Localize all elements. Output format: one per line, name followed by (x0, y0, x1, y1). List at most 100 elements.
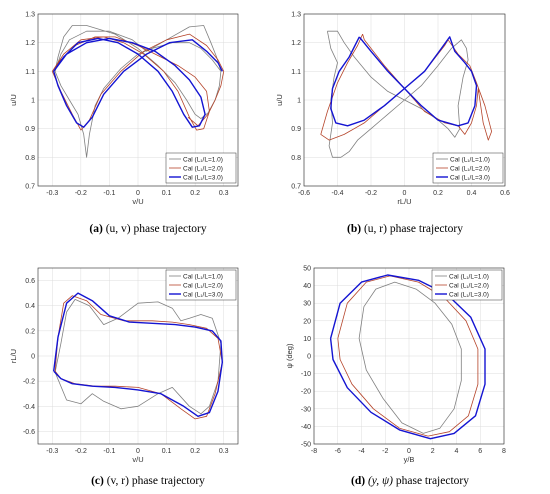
x-tick-label: 4 (455, 448, 459, 455)
x-tick-label: 2 (431, 448, 435, 455)
chart-vr: -0.3 -0.2 -0.1 0 0.1 0.2 0.3 -0.6 -0.4 -0.2 0 0.2 0.… (9, 267, 239, 487)
x-tick-label: -0.6 (298, 190, 310, 197)
y-tick-label: -40 (301, 424, 311, 431)
y-tick-label: 10 (303, 336, 311, 343)
y-tick-label: 0.6 (25, 278, 35, 285)
y-tick-label: 0.4 (25, 303, 35, 310)
x-tick-label: -0.3 (46, 190, 58, 197)
x-tick-label: -4 (358, 448, 364, 455)
y-tick-label: -0.6 (23, 429, 35, 436)
x-tick-label: 0.2 (433, 190, 443, 197)
legend-label: Cal (L₁/L=2.0) (450, 165, 490, 172)
x-tick-label: 0 (136, 448, 140, 455)
y-tick-label: 0.9 (25, 126, 35, 133)
y-tick-label: 0 (31, 354, 35, 361)
legend: Cal (L₁/L=1.0) Cal (L₁/L=2.0) Cal (L₁/L=3.… (165, 269, 237, 301)
series-line-1 (54, 299, 222, 415)
y-tick-label: 0.7 (25, 184, 35, 191)
y-tick-label: 1.3 (25, 12, 35, 19)
legend: Cal (L₁/L=1.0) Cal (L₁/L=2.0) Cal (L₁/L=3.… (165, 152, 237, 184)
caption-variables: (y, ψ) (368, 475, 393, 487)
y-tick-label: 0.2 (25, 328, 35, 335)
y-tick-label: 1.2 (25, 40, 35, 47)
chart-ypsi: -8 -6 -4 -2 0 2 4 6 8-50-40-30-20-1001020304050y… (285, 266, 506, 488)
chart-ur: -0.6 -0.4 -0.2 0 0.2 0.4 0.6 0.7 0.8 0.9 1 1.1 1.2 1.… (275, 12, 510, 236)
legend-label: Cal (L₁/L=1.0) (183, 273, 223, 280)
legend: Cal (L₁/L=1.0) Cal (L₁/L=2.0) Cal (L₁/L=3.… (432, 152, 504, 184)
legend-label: Cal (L₁/L=1.0) (449, 273, 489, 280)
series-line-3 (53, 37, 223, 128)
chart-uv: -0.3 -0.2 -0.1 0 0.1 0.2 0.3 0.7 0.8 0.9 1 1.1 1.2 1.… (9, 12, 239, 235)
caption-label: (d) (351, 475, 365, 487)
legend-label: Cal (L₁/L=2.0) (449, 282, 489, 289)
caption-label: (a) (89, 223, 103, 235)
y-tick-label: 40 (303, 283, 311, 290)
caption-text: (v, r) phase trajectory (104, 475, 205, 487)
legend: Cal (L₁/L=1.0) Cal (L₁/L=2.0) Cal (L₁/L=3.… (431, 269, 503, 301)
caption-text: (u, v) phase trajectory (103, 223, 207, 235)
x-tick-label: -2 (382, 448, 388, 455)
legend-label: Cal (L₁/L=3.0) (449, 291, 489, 298)
y-tick-label: 1.3 (291, 12, 301, 19)
series-line-1 (358, 281, 462, 434)
x-axis-label: v/U (132, 197, 143, 206)
y-axis-label: u/U (9, 94, 18, 106)
x-axis-label: v/U (132, 455, 143, 464)
x-tick-label: 6 (478, 448, 482, 455)
plot-frame (37, 267, 239, 445)
y-tick-label: -50 (301, 442, 311, 449)
y-tick-label: 0.9 (291, 126, 301, 133)
x-tick-label: 0.2 (190, 190, 200, 197)
x-tick-label: -8 (311, 448, 317, 455)
x-tick-label: 8 (502, 448, 506, 455)
caption-label: (c) (91, 475, 104, 487)
x-tick-label: 0.6 (500, 190, 510, 197)
x-tick-label: 0 (407, 448, 411, 455)
legend-label: Cal (L₁/L=2.0) (183, 282, 223, 289)
x-tick-label: -0.3 (46, 448, 58, 455)
caption: (b) (u, r) phase trajectory (347, 223, 463, 235)
x-tick-label: 0.2 (190, 448, 200, 455)
series-line-3 (53, 292, 223, 417)
y-tick-label: 1.1 (25, 69, 35, 76)
plot-frame (313, 267, 505, 445)
y-tick-label: 1 (297, 98, 301, 105)
y-tick-label: 50 (303, 266, 311, 273)
x-tick-label: -0.4 (331, 190, 343, 197)
legend-label: Cal (L₁/L=1.0) (450, 156, 490, 163)
x-tick-label: 0 (403, 190, 407, 197)
y-tick-label: 30 (303, 301, 311, 308)
x-axis-label: rL/U (397, 197, 411, 206)
plot-frame (37, 13, 239, 187)
y-tick-label: 0.7 (291, 184, 301, 191)
legend-label: Cal (L₁/L=3.0) (450, 174, 490, 181)
y-tick-label: 0.8 (291, 155, 301, 162)
caption-text: phase trajectory (393, 475, 469, 487)
caption: (a) (u, v) phase trajectory (89, 223, 206, 235)
y-tick-label: 1.2 (291, 40, 301, 47)
legend-label: Cal (L₁/L=3.0) (183, 291, 223, 298)
y-tick-label: 0.8 (25, 155, 35, 162)
series-line-3 (330, 36, 478, 127)
y-axis-label: ψ (deg) (285, 343, 294, 368)
y-tick-label: 1.1 (291, 69, 301, 76)
y-tick-label: -30 (301, 406, 311, 413)
x-tick-label: 0.3 (219, 448, 229, 455)
y-tick-label: -20 (301, 389, 311, 396)
x-tick-label: 0.1 (162, 190, 172, 197)
x-axis-label: y/B (404, 455, 415, 464)
caption-label: (b) (347, 223, 361, 235)
legend-label: Cal (L₁/L=1.0) (183, 156, 223, 163)
y-axis-label: rL/U (9, 349, 18, 363)
legend-label: Cal (L₁/L=2.0) (183, 165, 223, 172)
x-tick-label: 0.3 (219, 190, 229, 197)
caption: (d) (y, ψ) phase trajectory (351, 475, 469, 487)
plot-frame (303, 13, 506, 187)
y-tick-label: -10 (301, 371, 311, 378)
x-tick-label: -0.2 (75, 448, 87, 455)
x-tick-label: -0.1 (103, 190, 115, 197)
y-tick-label: -0.4 (23, 404, 35, 411)
y-tick-label: -0.2 (23, 379, 35, 386)
series-line-2 (337, 275, 479, 437)
